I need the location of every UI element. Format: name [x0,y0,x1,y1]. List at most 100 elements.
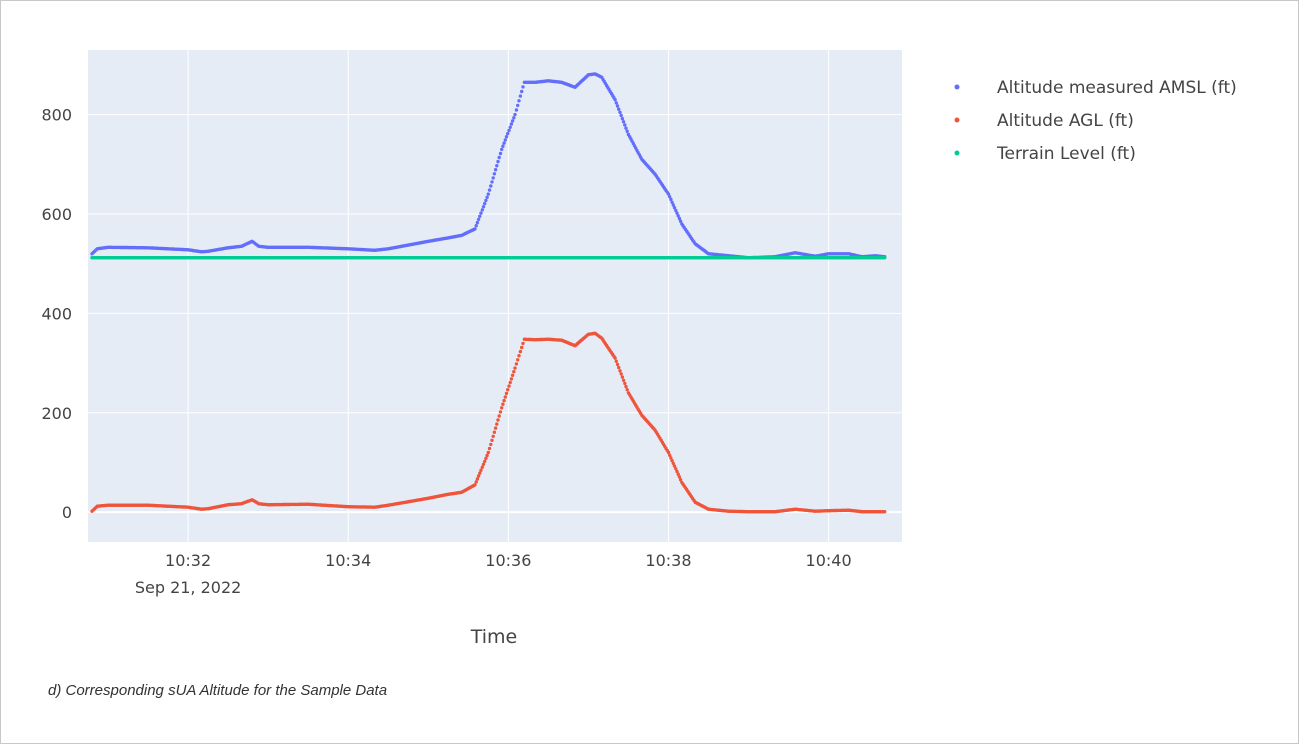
x-tick-label: 10:36 [485,551,531,570]
data-point [671,461,675,466]
data-point [496,159,500,164]
data-point [473,227,477,231]
legend-label: Altitude measured AMSL (ft) [997,78,1237,98]
data-point [623,123,627,127]
data-point [674,467,678,471]
data-point [514,362,519,366]
y-tick-label: 600 [41,205,72,224]
data-point [483,201,487,206]
data-point [613,356,617,360]
data-point [498,151,503,156]
legend-label: Altitude AGL (ft) [997,111,1134,131]
data-point [676,472,680,476]
data-point [677,475,682,479]
x-axis-title: Time [470,626,518,648]
data-point [678,219,683,223]
data-point [476,217,481,222]
data-point [507,384,511,388]
data-point [500,147,504,152]
data-point [474,480,478,484]
data-point [486,450,490,455]
data-point [492,430,497,434]
data-point [518,349,523,354]
data-point [480,465,484,469]
legend-marker [954,117,960,123]
series-2 [90,256,887,260]
data-point [504,135,509,139]
legend-label: Terrain Level (ft) [996,144,1136,164]
data-point [476,474,481,478]
series-1 [90,331,887,514]
data-point [478,214,482,218]
data-point [625,388,629,392]
data-point [484,456,488,461]
data-point [617,107,621,111]
data-point [623,381,627,386]
data-point [486,192,490,196]
data-point [502,398,506,403]
data-point [619,372,623,376]
data-point [617,365,621,370]
x-axis-ticks: 10:32 Sep 21, 2022 10:34 10:36 10:38 10:40 [135,551,852,597]
data-point [491,434,495,438]
data-point [512,370,516,374]
data-point [513,366,517,370]
data-point [501,144,505,148]
data-point [883,510,887,514]
data-point [675,211,679,215]
data-point [674,208,678,213]
data-point [615,362,620,367]
data-point [669,456,673,460]
data-point [618,369,622,373]
data-point [510,373,515,377]
data-point [514,108,519,112]
data-point [509,122,514,126]
data-point [614,359,618,363]
data-point [492,172,497,176]
data-point [502,141,506,145]
data-point [489,442,493,447]
data-point [677,216,682,221]
data-point [490,180,494,184]
data-point [485,195,489,199]
data-point [521,85,525,89]
legend[interactable]: Altitude measured AMSL (ft) Altitude AGL … [954,78,1237,164]
data-point [496,418,500,422]
data-point [668,453,672,457]
data-point [672,464,677,468]
data-point [487,446,492,451]
data-point [517,354,521,358]
data-point [621,378,626,382]
data-point [479,468,483,472]
data-point [493,426,498,430]
data-point [503,138,507,142]
data-point [666,450,671,455]
data-point [480,208,484,212]
data-point [497,155,501,160]
data-point [507,128,511,133]
data-point [678,478,683,482]
data-point [517,99,521,103]
data-point [516,358,520,362]
legend-marker [954,84,960,90]
data-point [614,101,618,105]
data-point [481,462,486,466]
series-0 [90,72,887,260]
data-point [513,112,517,117]
data-point [621,120,626,124]
data-point [670,200,674,204]
data-point [669,197,673,202]
data-point [508,380,512,385]
data-point [506,131,510,136]
y-tick-label: 200 [41,404,72,423]
data-point [491,176,495,180]
data-point [483,459,487,464]
data-point [613,98,617,102]
data-point [668,195,672,199]
data-point [474,224,478,228]
data-point [501,402,505,406]
data-point [479,211,483,215]
data-point [520,345,524,350]
data-point [624,126,628,130]
